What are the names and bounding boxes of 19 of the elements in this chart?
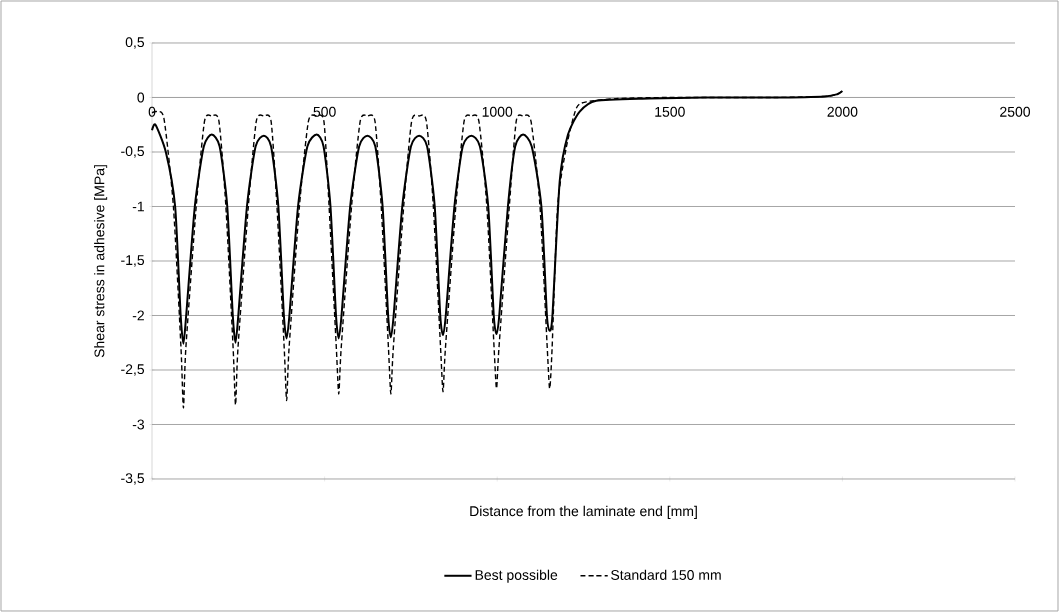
y-tick-label: -1,5 [121,255,145,267]
y-tick-label: -3,5 [121,473,145,485]
x-tick-label: 1500 [655,106,685,117]
x-tick-label: 2500 [1000,106,1031,117]
y-tick-label: -3 [132,419,145,430]
x-tick-label: 2000 [827,106,858,117]
y-tick-label: 0,5 [125,37,145,49]
x-tick-label: 0 [148,106,156,117]
legend-label: Standard 150 mm [611,569,721,580]
y-tick-label: 0 [137,92,145,103]
x-tick-label: 1000 [482,106,513,117]
y-tick-label: -2 [132,310,144,321]
y-tick-label: -0,5 [121,146,145,158]
legend-label: Best possible [475,569,558,583]
x-tick-label: 500 [313,106,336,117]
x-axis-title: Distance from the laminate end [mm] [470,505,697,519]
y-axis-title: Shear stress in adhesive [MPa] [94,165,108,358]
y-tick-label: -1 [132,201,144,212]
y-tick-label: -2,5 [121,364,145,376]
